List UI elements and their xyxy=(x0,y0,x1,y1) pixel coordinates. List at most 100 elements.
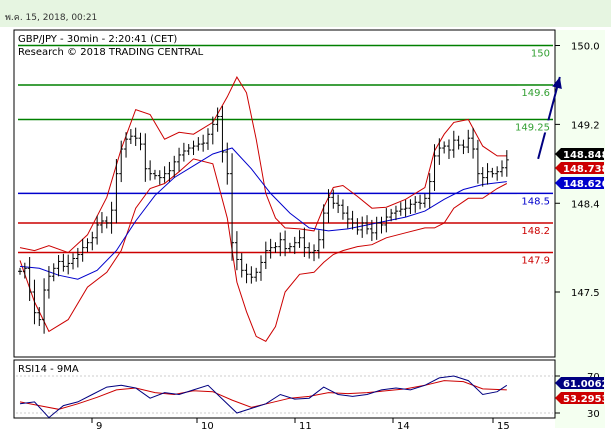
price-bar xyxy=(61,253,66,272)
price-tag-box xyxy=(555,148,604,160)
y-tick-label: 147.5 xyxy=(571,288,600,299)
price-bar xyxy=(90,231,95,251)
price-bar xyxy=(336,194,341,214)
level-label-bg xyxy=(517,194,551,207)
price-bar xyxy=(249,266,254,284)
price-bar xyxy=(461,139,466,155)
level-label-148.2: 148.2 xyxy=(521,226,550,237)
price-bar xyxy=(109,201,114,234)
price-bar xyxy=(485,163,490,185)
price-bar xyxy=(369,219,374,242)
price-bar xyxy=(331,189,336,209)
price-bar xyxy=(307,242,312,259)
price-bar xyxy=(393,205,398,221)
price-bar xyxy=(114,158,119,224)
price-bar xyxy=(66,254,71,275)
price-bar xyxy=(133,127,138,146)
price-tag-label: 148.738 xyxy=(563,164,609,175)
price-tags: 148.848 148.738 148.626 61.0062 53.2953 xyxy=(555,148,609,405)
price-tag-label: 148.848 xyxy=(563,150,609,161)
price-bar xyxy=(379,216,384,234)
price-bar xyxy=(157,170,162,185)
price-bar xyxy=(418,194,423,210)
price-bar xyxy=(22,262,27,279)
rsi-tag-box xyxy=(555,377,604,389)
price-bar xyxy=(302,227,307,257)
price-bar xyxy=(283,230,288,257)
price-bar xyxy=(186,144,191,156)
price-bar xyxy=(239,253,244,278)
price-bar xyxy=(99,212,104,234)
price-bar xyxy=(152,169,157,180)
price-bar xyxy=(504,150,509,177)
price-bar xyxy=(446,139,451,159)
price-bar xyxy=(326,189,331,223)
price-bar xyxy=(480,167,485,187)
price-bar xyxy=(312,244,317,262)
price-bar xyxy=(230,153,235,261)
y-tick-label: 150.0 xyxy=(571,42,600,53)
price-bar xyxy=(345,206,350,229)
price-bar xyxy=(128,129,133,145)
price-bar xyxy=(471,127,476,159)
price-bar xyxy=(316,230,321,259)
price-bar xyxy=(389,208,394,222)
level-label-bg xyxy=(511,120,551,133)
right-axis-panel xyxy=(555,30,605,428)
price-bar xyxy=(495,166,500,181)
x-tick-label: 14 xyxy=(397,421,410,432)
price-bar xyxy=(244,263,249,284)
price-bar xyxy=(350,210,355,230)
price-bar xyxy=(85,238,90,253)
price-bar xyxy=(18,267,22,275)
price-bar xyxy=(297,230,302,248)
price-bar xyxy=(365,215,370,235)
price-bar xyxy=(42,278,47,334)
price-tag-box xyxy=(555,162,604,174)
price-bar xyxy=(427,173,432,209)
price-bar xyxy=(263,241,268,270)
bb-lower-line xyxy=(19,158,508,342)
price-bar xyxy=(292,236,297,255)
price-bar xyxy=(451,130,456,158)
price-bar xyxy=(71,253,76,270)
price-bar xyxy=(220,105,225,163)
price-bar xyxy=(321,204,326,249)
price-bar xyxy=(287,242,292,253)
price-bar xyxy=(355,218,360,235)
level-label-bg xyxy=(529,46,551,59)
x-tick-label: 10 xyxy=(201,421,214,432)
moving-average xyxy=(19,147,507,280)
x-tick-label: 9 xyxy=(96,421,102,432)
level-label-150: 150 xyxy=(531,49,550,60)
x-axis: 9 10 11 14 15 xyxy=(91,418,510,432)
price-bar xyxy=(432,144,437,191)
rsi-series xyxy=(16,375,553,419)
price-bar xyxy=(273,242,278,253)
price-bar xyxy=(475,139,480,184)
price-bar xyxy=(191,140,196,156)
price-bar xyxy=(456,135,461,150)
level-label-149.6: 149.6 xyxy=(521,88,550,99)
rsi-tag-label: 61.0062 xyxy=(563,379,609,390)
rsi-title: RSI14 - 9MA xyxy=(18,364,79,375)
rsi-tick-label: 30 xyxy=(587,409,600,420)
price-bar xyxy=(124,132,129,158)
price-bar xyxy=(268,238,273,259)
price-bar xyxy=(384,208,389,233)
level-label-148.5: 148.5 xyxy=(521,196,550,207)
level-labels: 150 149.6 149.25 148.5 148.2 147.9 xyxy=(511,46,551,267)
rsi-line xyxy=(19,375,508,419)
ma-line xyxy=(19,147,507,280)
price-bar xyxy=(413,196,418,213)
price-bar xyxy=(95,215,100,245)
rsi-tag-box xyxy=(555,392,604,404)
x-tick-label: 15 xyxy=(497,421,510,432)
price-bar xyxy=(162,166,167,183)
price-bar xyxy=(167,161,172,182)
price-bar xyxy=(234,231,239,271)
price-bar xyxy=(27,256,32,301)
price-bar xyxy=(104,216,109,229)
price-bar xyxy=(51,263,56,282)
price-bar xyxy=(148,160,153,181)
